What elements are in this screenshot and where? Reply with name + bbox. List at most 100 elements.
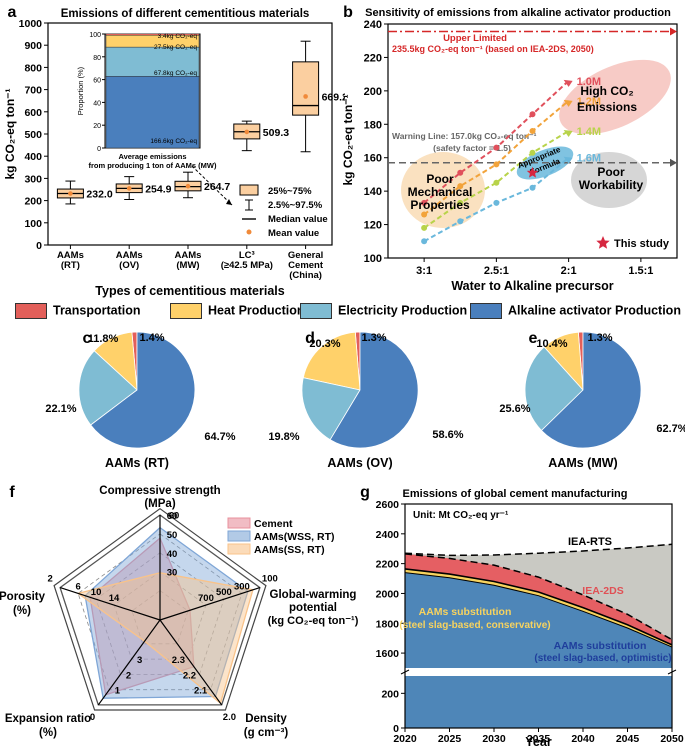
radar-series [76,572,254,705]
radar-axis-label: Global-warming [270,589,357,601]
annotation-label: Emissions [577,100,637,114]
inset-y-tick-label: 80 [93,55,101,62]
x-tick-label: 2020 [393,733,417,745]
y-tick-label: 220 [364,52,382,64]
inset-y-tick-label: 60 [93,78,101,85]
radar-axis-label: (%) [13,605,31,617]
pie-label: 62.7% [656,423,685,435]
radar-outer [53,507,267,711]
series-arrow [563,79,573,87]
y-tick-label: 160 [364,153,382,165]
x-tick-label: 2050 [660,733,684,745]
mean-label: 232.0 [86,188,112,200]
radar-tick-label: 2 [126,670,131,681]
radar-tick-label: 30 [167,568,178,579]
radar-axis-label: (%) [39,727,57,739]
inset-y-tick-label: 0 [97,146,101,153]
series-label: 1.6M [577,153,601,165]
unit-label: Unit: Mt CO₂-eq yr⁻¹ [413,510,509,521]
x-tick-label: (China) [289,270,322,281]
radar-tick-label: 14 [109,593,120,604]
series-point [421,238,428,245]
radar-tick-label: 2.2 [183,670,196,681]
series-point [421,199,428,206]
panel-label: d [305,330,315,347]
y-axis-label: kg CO₂-eq ton⁻¹ [3,89,17,180]
series-point [457,183,464,190]
radar-tick-label: 100 [262,574,278,585]
pie-slice [329,331,419,449]
radar-tick-label: 1 [115,686,121,697]
x-tick-label: (RT) [61,260,80,271]
panel-label: b [343,4,353,21]
radar-axis-label: Expansion ratio [5,713,91,725]
radar-ring [113,571,207,660]
pie-label: 20.3% [309,338,340,350]
y-tick-label: 400 [24,151,42,163]
pie-label: 11.8% [88,333,119,345]
radar-tick-label: 60 [169,511,180,522]
y-tick-label: 140 [364,186,382,198]
inset-segment-label: 67.8kg CO₂-eq [154,70,197,77]
x-tick-label: 2.5:1 [484,265,509,277]
series-point [529,111,536,118]
chart-g: g Emissions of global cement manufacturin… [360,484,684,748]
x-axis-label: Year [525,735,552,748]
y-tick-label: 100 [364,253,382,265]
this-study-star [526,166,539,178]
radar-spoke [59,586,161,621]
inset-segment-label: 166.6kg CO₂-eq [150,138,197,145]
radar-spoke [159,619,223,706]
panel-label: e [529,330,538,347]
y-tick-label: 200 [364,86,382,98]
pie-title: AAMs (OV) [327,456,392,470]
y-tick-label: 900 [24,40,42,52]
series-point [529,149,536,156]
pie-label: 58.6% [432,429,463,441]
radar-tick-label: 700 [198,593,214,604]
y-tick-label: 200 [24,196,42,208]
y-tick-label: 1800 [376,618,400,630]
inset-segment-label: 27.5kg CO₂-eq [154,44,197,51]
x-tick-label: 2:1 [561,265,577,277]
series-label: AAMs substitution [554,640,647,652]
legend-label: Cement [254,518,293,530]
radar-tick-label: 2.1 [194,686,208,697]
annotation-label: Mechanical [408,185,473,199]
legend-swatch [470,303,502,319]
y-tick-label: 500 [24,129,42,141]
pie-slice [78,350,138,426]
y-tick-label: 300 [24,173,42,185]
x-tick-label: LC³ [239,250,255,261]
x-tick-label: 2030 [482,733,506,745]
radar-tick-label: 3 [137,655,142,666]
radar-axis-label: (g cm⁻³) [244,727,289,739]
radar-tick-label: 60 [167,511,178,522]
series-label: IEA-2DS [582,585,623,597]
series-point [421,211,428,218]
legend-label: Median value [268,214,328,225]
panel-label: f [9,484,15,501]
series-label: AAMs substitution [419,606,512,618]
pie-label: 25.6% [499,403,530,415]
series-point [493,179,500,186]
radar-tick-label: 2.0 [223,712,236,723]
2ds-line [404,553,673,641]
inset-y-tick-label: 100 [89,32,101,39]
radar-tick-label: 6 [75,581,80,592]
inset-segment [105,33,200,36]
legend-label: Heat Production [208,303,305,318]
legend-label: Mean value [268,228,319,239]
series-arrow [563,99,573,107]
series-arrow [563,156,573,164]
legend-box-swatch [239,184,259,196]
inset-pointer [191,165,233,206]
legend-swatch [300,303,332,319]
mean-label: 669.2 [322,91,345,103]
legend-swatch [227,517,251,529]
series-point [457,199,464,206]
x-tick-label: AAMs [175,250,202,261]
panel-label: g [360,484,370,501]
legend-electricity: Electricity Production [300,303,467,319]
mean-point [244,129,250,135]
